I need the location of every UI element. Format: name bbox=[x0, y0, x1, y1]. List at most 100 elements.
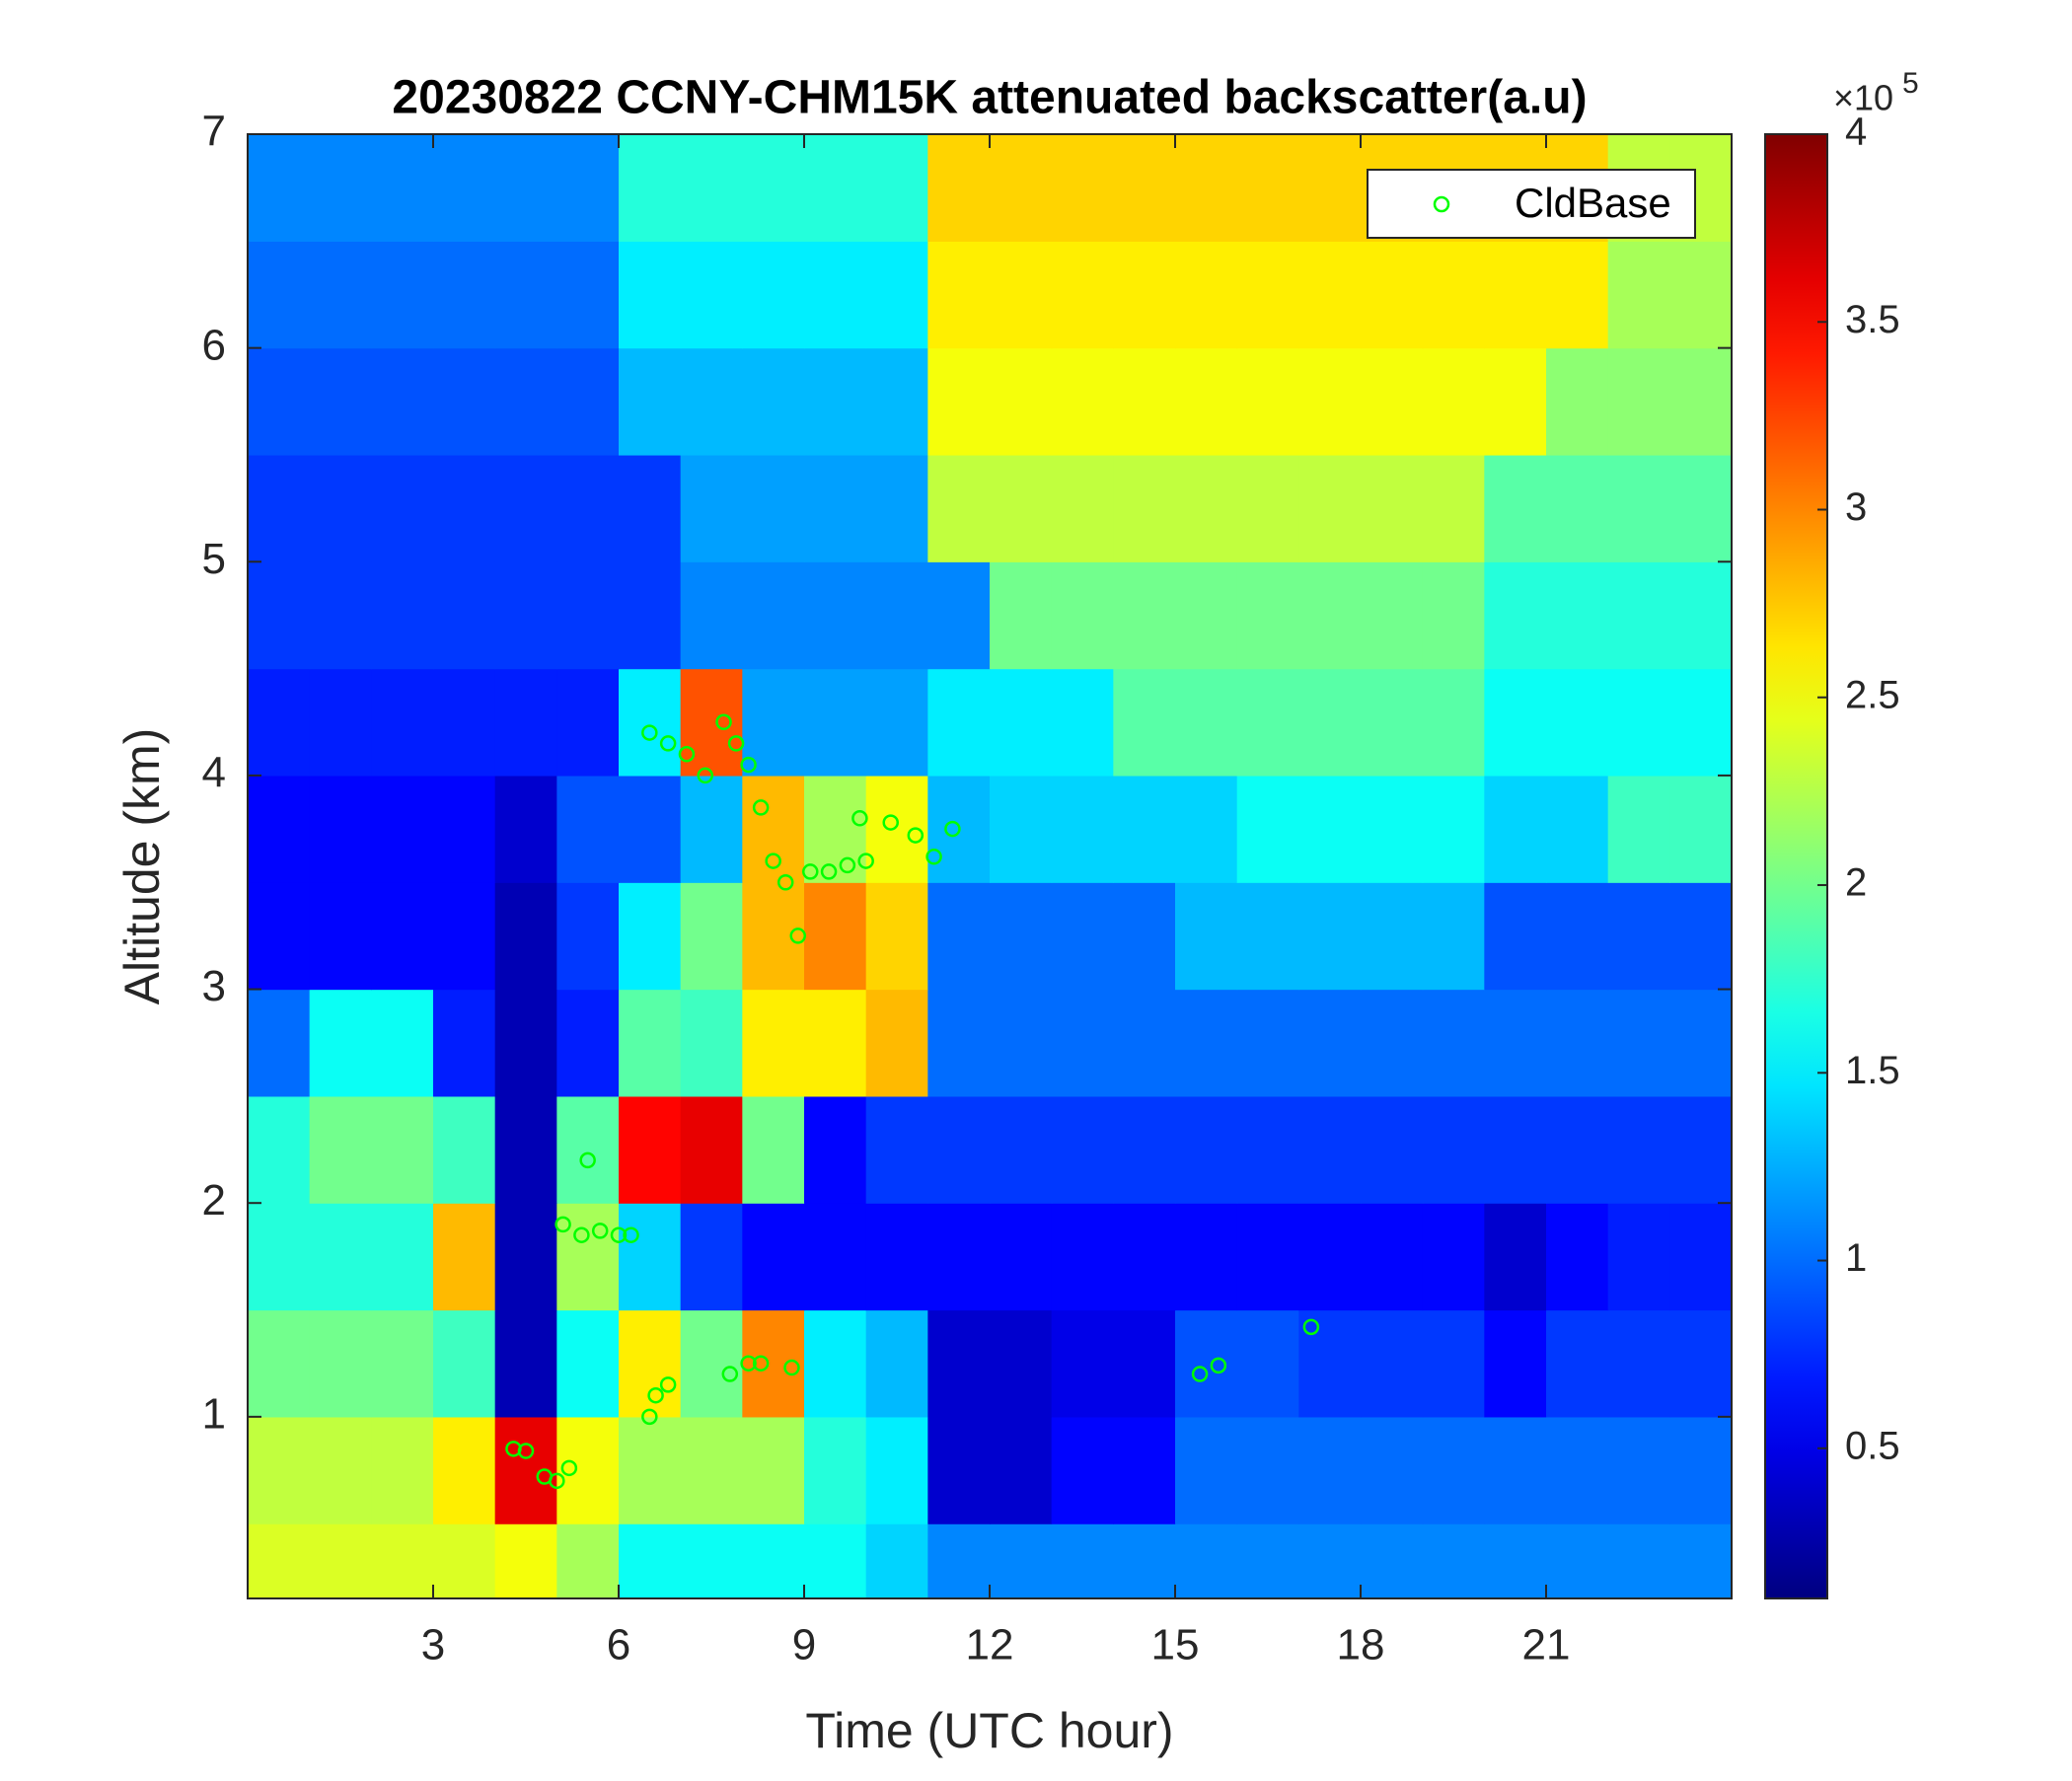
heatmap-cell bbox=[680, 1416, 743, 1524]
heatmap-cell bbox=[1669, 1203, 1733, 1311]
cloud-base-point bbox=[610, 1226, 628, 1243]
heatmap-cell bbox=[494, 1309, 557, 1418]
heatmap-cell bbox=[309, 1095, 372, 1204]
heatmap-cell bbox=[494, 775, 557, 883]
x-tick-label: 6 bbox=[607, 1621, 630, 1670]
heatmap-cell bbox=[1669, 775, 1733, 883]
heatmap-cell bbox=[1113, 241, 1176, 349]
heatmap-cell bbox=[371, 347, 434, 456]
heatmap-cell bbox=[619, 347, 682, 456]
cloud-base-point bbox=[560, 1459, 578, 1477]
heatmap-cell bbox=[494, 989, 557, 1097]
heatmap-cell bbox=[1113, 1416, 1176, 1524]
heatmap-cell bbox=[1298, 882, 1362, 991]
cloud-base-point bbox=[623, 1226, 639, 1243]
heatmap-cell bbox=[556, 668, 620, 777]
heatmap-cell bbox=[865, 241, 928, 349]
heatmap-cell bbox=[1484, 775, 1547, 883]
heatmap-cell bbox=[680, 347, 743, 456]
heatmap-cell bbox=[1422, 882, 1485, 991]
heatmap-cell bbox=[1361, 882, 1424, 991]
heatmap-cell bbox=[494, 561, 557, 670]
heatmap-cell bbox=[1175, 989, 1238, 1097]
heatmap-cell bbox=[1051, 989, 1114, 1097]
heatmap-cell bbox=[742, 454, 805, 562]
heatmap-cell bbox=[927, 1309, 991, 1418]
cloud-base-point bbox=[752, 1355, 770, 1372]
colorbar-tick-label: 1 bbox=[1845, 1236, 1867, 1280]
heatmap-cell bbox=[1051, 1416, 1114, 1524]
heatmap-cell bbox=[371, 454, 434, 562]
heatmap-cell bbox=[309, 668, 372, 777]
heatmap-cell bbox=[1175, 1095, 1238, 1204]
heatmap-cell bbox=[927, 1523, 991, 1599]
heatmap-cell bbox=[433, 1523, 496, 1599]
heatmap-cell bbox=[619, 241, 682, 349]
cloud-base-point bbox=[925, 849, 942, 865]
cloud-base-point bbox=[882, 814, 899, 831]
heatmap-cell bbox=[494, 347, 557, 456]
heatmap-cell bbox=[1236, 775, 1299, 883]
heatmap-cell bbox=[248, 1203, 311, 1311]
heatmap-cell bbox=[1484, 1416, 1547, 1524]
cloud-base-point bbox=[549, 1472, 565, 1490]
heatmap-cell bbox=[309, 241, 372, 349]
heatmap-cell bbox=[1175, 347, 1238, 456]
heatmap-cell bbox=[371, 989, 434, 1097]
heatmap-cell bbox=[1298, 241, 1362, 349]
heatmap-cell bbox=[494, 882, 557, 991]
colorbar-tick-label: 2 bbox=[1845, 861, 1867, 905]
heatmap-cell bbox=[433, 1416, 496, 1524]
heatmap-cell bbox=[1422, 347, 1485, 456]
heatmap-cell bbox=[680, 775, 743, 883]
heatmap-cell bbox=[309, 989, 372, 1097]
heatmap-cell bbox=[248, 347, 311, 456]
colorbar-multiplier: ×10 bbox=[1833, 78, 1893, 118]
legend-marker bbox=[1433, 195, 1450, 213]
heatmap-cell bbox=[804, 1416, 867, 1524]
heatmap-cell bbox=[1361, 1095, 1424, 1204]
heatmap-cell bbox=[1422, 454, 1485, 562]
heatmap-cell bbox=[1546, 668, 1609, 777]
heatmap-cell bbox=[1051, 668, 1114, 777]
heatmap-cell bbox=[1236, 1309, 1299, 1418]
cloud-base-point bbox=[721, 1366, 739, 1382]
heatmap-cell bbox=[680, 561, 743, 670]
x-tick-label: 3 bbox=[421, 1621, 445, 1670]
heatmap-cell bbox=[433, 561, 496, 670]
heatmap-cell bbox=[1546, 454, 1609, 562]
heatmap-cell bbox=[927, 668, 991, 777]
cloud-base-point bbox=[659, 1376, 677, 1393]
cloud-base-point bbox=[802, 863, 819, 880]
heatmap-cell bbox=[990, 1203, 1053, 1311]
heatmap-cell bbox=[865, 347, 928, 456]
heatmap-cell bbox=[1669, 1416, 1733, 1524]
heatmap-cell bbox=[494, 134, 557, 242]
heatmap-cell bbox=[556, 1416, 620, 1524]
heatmap-cell bbox=[927, 454, 991, 562]
heatmap-cell bbox=[619, 561, 682, 670]
heatmap-cell bbox=[1113, 1309, 1176, 1418]
heatmap-cell bbox=[1051, 1309, 1114, 1418]
heatmap-cell bbox=[1669, 1095, 1733, 1204]
heatmap-cell bbox=[371, 775, 434, 883]
heatmap-cell bbox=[248, 1309, 311, 1418]
heatmap-cell bbox=[990, 347, 1053, 456]
heatmap-cell bbox=[619, 1523, 682, 1599]
heatmap-cell bbox=[556, 134, 620, 242]
heatmap-cell bbox=[804, 989, 867, 1097]
heatmap-cell bbox=[371, 1523, 434, 1599]
colorbar bbox=[1764, 133, 1828, 1599]
heatmap-cell bbox=[865, 134, 928, 242]
heatmap-cell bbox=[1669, 882, 1733, 991]
heatmap-cell bbox=[248, 134, 311, 242]
heatmap-cell bbox=[309, 882, 372, 991]
heatmap-cell bbox=[927, 1095, 991, 1204]
heatmap-cell bbox=[1669, 454, 1733, 562]
heatmap-cell bbox=[1607, 1203, 1670, 1311]
heatmap-cell bbox=[990, 989, 1053, 1097]
heatmap-cell bbox=[1298, 1309, 1362, 1418]
heatmap-cell bbox=[1669, 347, 1733, 456]
heatmap-cell bbox=[371, 668, 434, 777]
heatmap-cell bbox=[1175, 454, 1238, 562]
